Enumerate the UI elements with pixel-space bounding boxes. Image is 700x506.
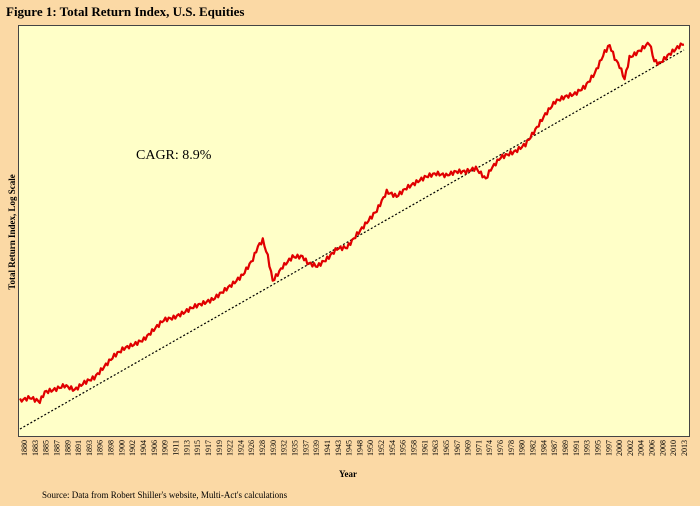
- x-axis-label: Year: [339, 469, 357, 479]
- x-tick-label: 1969: [464, 440, 473, 456]
- x-tick-label: 1980: [518, 440, 527, 456]
- x-tick-label: 1976: [496, 440, 505, 456]
- x-tick-label: 1963: [431, 440, 440, 456]
- x-tick-label: 1945: [345, 440, 354, 456]
- x-tick-label: 1926: [247, 440, 256, 456]
- x-tick-label: 1995: [593, 440, 602, 456]
- x-tick-label: 1915: [193, 440, 202, 456]
- x-tick-label: 2010: [669, 440, 678, 456]
- figure-title: Figure 1: Total Return Index, U.S. Equit…: [6, 4, 245, 19]
- x-tick-label: 1902: [128, 440, 137, 456]
- x-tick-label: 1939: [312, 440, 321, 456]
- x-tick-label: 1974: [485, 440, 494, 456]
- x-tick-label: 1906: [150, 440, 159, 456]
- x-tick-label: 2006: [648, 440, 657, 456]
- x-tick-label: 1993: [583, 440, 592, 456]
- x-tick-label: 1922: [226, 440, 235, 456]
- x-tick-label: 1961: [420, 440, 429, 456]
- tick-layer: 1880 1883 1885 1887 1889 1891 1893 1896 1898 1900…: [20, 440, 689, 456]
- x-tick-label: 1889: [63, 440, 72, 456]
- x-tick-label: 1978: [507, 440, 516, 456]
- x-tick-label: 1932: [280, 440, 289, 456]
- x-tick-label: 1911: [172, 440, 181, 456]
- x-tick-label: 1880: [20, 440, 29, 456]
- x-tick-label: 1919: [215, 440, 224, 456]
- x-tick-label: 2002: [626, 440, 635, 456]
- x-tick-label: 1904: [139, 440, 148, 456]
- x-tick-label: 1917: [204, 440, 213, 456]
- x-tick-label: 1941: [323, 440, 332, 456]
- x-tick-label: 1896: [96, 440, 105, 456]
- x-tick-label: 1885: [42, 440, 51, 456]
- x-tick-label: 1913: [182, 440, 191, 456]
- x-tick-label: 1954: [388, 440, 397, 456]
- x-tick-label: 1956: [399, 440, 408, 456]
- trend-layer: [19, 49, 685, 430]
- x-tick-label: 1987: [550, 440, 559, 456]
- x-tick-label: 1909: [161, 440, 170, 456]
- x-tick-label: 1952: [377, 440, 386, 456]
- x-tick-label: 1989: [561, 440, 570, 456]
- x-tick-label: 1900: [117, 440, 126, 456]
- x-tick-label: 1965: [442, 440, 451, 456]
- x-tick-label: 1984: [539, 440, 548, 456]
- x-tick-label: 1991: [572, 440, 581, 456]
- x-tick-label: 1982: [529, 440, 538, 456]
- x-tick-label: 1891: [74, 440, 83, 456]
- x-tick-label: 1930: [269, 440, 278, 456]
- x-tick-label: 1883: [31, 440, 40, 456]
- x-tick-label: 1948: [355, 440, 364, 456]
- x-tick-label: 1887: [53, 440, 62, 456]
- x-tick-label: 1898: [107, 440, 116, 456]
- x-tick-label: 1893: [85, 440, 94, 456]
- total-return-series-line: [19, 41, 685, 405]
- x-tick-label: 2000: [615, 440, 624, 456]
- x-tick-label: 1958: [410, 440, 419, 456]
- x-tick-label: 1935: [291, 440, 300, 456]
- series-layer: [19, 41, 685, 405]
- trend-line: [19, 49, 685, 430]
- x-tick-label: 1943: [334, 440, 343, 456]
- x-tick-label: 2013: [680, 440, 689, 456]
- source-note: Source: Data from Robert Shiller's websi…: [42, 490, 288, 500]
- x-tick-label: 1924: [236, 440, 245, 456]
- x-tick-label: 1997: [604, 440, 613, 456]
- x-tick-label: 2008: [658, 440, 667, 456]
- y-axis-label: Total Return Index, Log Scale: [7, 174, 17, 289]
- x-tick-label: 1971: [474, 440, 483, 456]
- cagr-annotation: CAGR: 8.9%: [136, 148, 212, 163]
- x-tick-label: 2004: [637, 440, 646, 456]
- x-tick-label: 1937: [301, 440, 310, 456]
- x-tick-label: 1950: [366, 440, 375, 456]
- x-tick-label: 1928: [258, 440, 267, 456]
- x-tick-label: 1967: [453, 440, 462, 456]
